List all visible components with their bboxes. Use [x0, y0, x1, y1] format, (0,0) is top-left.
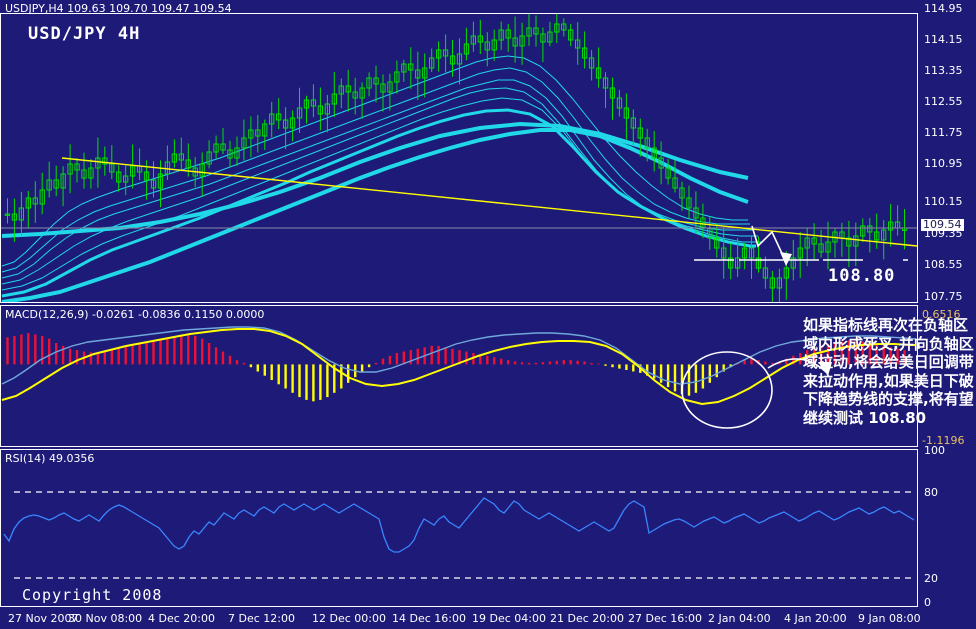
time-axis-label: 9 Jan 08:00: [858, 612, 921, 625]
macd-panel-border: [0, 305, 918, 447]
macd-signal-line: [1, 326, 917, 385]
price-axis-label: 114.95: [924, 2, 963, 15]
macd-callout-arrowhead: [818, 362, 832, 376]
price-axis-label: 113.35: [924, 64, 963, 77]
price-axis-label: 107.75: [924, 290, 963, 303]
chart-watermark-title: USD/JPY 4H: [28, 24, 141, 44]
copyright-text: Copyright 2008: [22, 586, 163, 604]
time-axis-label: 4 Dec 20:00: [148, 612, 215, 625]
price-panel-border: [0, 13, 918, 303]
time-axis-label: 27 Nov 2007: [8, 612, 79, 625]
price-axis-label: 114.15: [924, 33, 963, 46]
macd-callout-arrow: [767, 358, 827, 373]
price-axis-label: 110.95: [924, 157, 963, 170]
macd-panel-header: MACD(12,26,9) -0.0261 -0.0836 0.1150 0.0…: [5, 308, 265, 321]
rsi-axis-label: 0: [924, 596, 931, 609]
time-axis-label: 4 Jan 20:00: [784, 612, 847, 625]
macd-series: [1, 326, 917, 429]
time-axis-label: 2 Jan 04:00: [708, 612, 771, 625]
macd-line: [1, 328, 916, 406]
price-axis-label: 111.75: [924, 126, 963, 139]
projection-arrow-path: [751, 225, 787, 263]
macd-axis-label: -1.1196: [922, 434, 965, 447]
price-panel-header: USDJPY,H4 109.63 109.70 109.47 109.54: [5, 2, 232, 15]
time-axis-label: 19 Dec 04:00: [472, 612, 546, 625]
rsi-series: [3, 491, 915, 579]
projection-arrow-head: [780, 252, 792, 266]
chinese-analysis-annotation: 如果指标线再次在负轴区域内形成死叉,并向负轴区域拉动,将会给美日回调带来拉动作用…: [803, 316, 974, 427]
candlestick-series: [4, 14, 908, 302]
rsi-panel-border: [0, 449, 918, 607]
rsi-axis-label: 80: [924, 486, 938, 499]
current-price-tag: 109.54: [921, 218, 964, 231]
price-axis-label: 110.15: [924, 195, 963, 208]
time-axis-label: 12 Dec 00:00: [312, 612, 386, 625]
rsi-line: [3, 497, 915, 553]
ma-ribbon: [1, 55, 762, 302]
target-price-annotation: 108.80: [828, 266, 896, 286]
time-axis-label: 14 Dec 16:00: [392, 612, 466, 625]
time-axis-label: 7 Dec 12:00: [228, 612, 295, 625]
macd-axis-label: 0.6516: [922, 308, 961, 321]
rsi-axis-label: 100: [924, 444, 945, 457]
time-axis-label: 21 Dec 20:00: [550, 612, 624, 625]
time-axis-label: 30 Nov 08:00: [68, 612, 143, 625]
rsi-panel-header: RSI(14) 49.0356: [5, 452, 95, 465]
rsi-axis-label: 20: [924, 572, 938, 585]
price-axis-label: 108.55: [924, 258, 963, 271]
price-axis-label: 112.55: [924, 95, 963, 108]
downtrend-line: [61, 157, 917, 247]
macd-crossover-highlight: [681, 351, 773, 429]
time-axis-label: 27 Dec 16:00: [628, 612, 702, 625]
